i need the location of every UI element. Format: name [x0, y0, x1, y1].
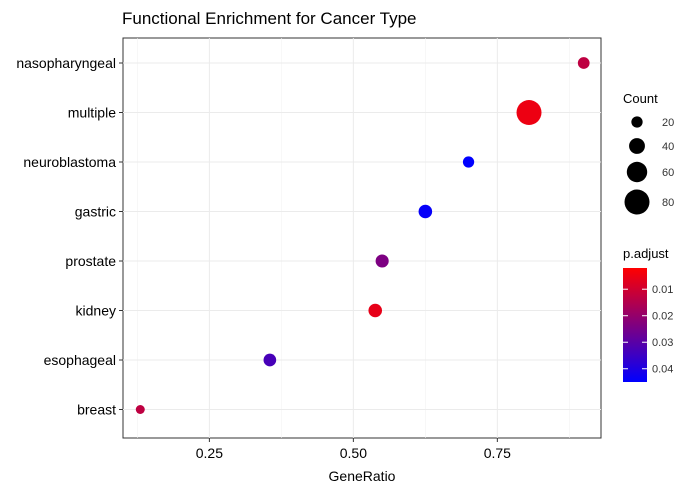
x-tick-label: 0.50 [340, 445, 367, 461]
y-tick-label: esophageal [44, 352, 116, 368]
x-tick-label: 0.75 [484, 445, 511, 461]
y-tick-label: breast [77, 402, 116, 418]
grid-lines [123, 38, 601, 438]
color-legend-label: 0.02 [652, 311, 673, 323]
data-point [375, 254, 389, 268]
color-legend-title: p.adjust [623, 246, 669, 261]
size-legend: 20 40 60 80 [624, 116, 674, 215]
color-legend-bar [623, 268, 647, 382]
data-point [516, 100, 542, 125]
chart-title: Functional Enrichment for Cancer Type [122, 9, 417, 28]
plot-panel [122, 37, 602, 439]
x-tick-label: 0.25 [196, 445, 223, 461]
y-axis-ticks: nasopharyngeal multiple neuroblastoma gastr… [16, 55, 123, 418]
y-tick-label: kidney [76, 303, 116, 319]
y-tick-label: neuroblastoma [23, 154, 116, 170]
color-legend-label: 0.04 [652, 364, 673, 376]
color-legend-label: 0.03 [652, 337, 673, 349]
data-points [135, 57, 590, 414]
size-legend-label: 60 [662, 167, 674, 179]
size-legend-key [629, 138, 645, 154]
y-tick-label: multiple [68, 105, 116, 121]
color-legend: 0.01 0.02 0.03 0.04 [623, 284, 673, 376]
color-legend-label: 0.01 [652, 284, 673, 296]
data-point [368, 303, 383, 318]
data-point [462, 156, 475, 168]
size-legend-key [626, 161, 648, 183]
y-tick-label: nasopharyngeal [16, 55, 116, 71]
data-point [135, 405, 145, 414]
size-legend-label: 20 [662, 117, 674, 129]
data-point [418, 204, 433, 219]
x-axis-ticks: 0.25 0.50 0.75 [196, 438, 511, 461]
size-legend-key [624, 189, 650, 215]
data-point [263, 353, 277, 367]
size-legend-label: 40 [662, 141, 674, 153]
y-tick-label: prostate [65, 253, 116, 269]
size-legend-label: 80 [662, 197, 674, 209]
data-point [577, 57, 590, 69]
size-legend-title: Count [623, 91, 658, 106]
y-tick-label: gastric [75, 204, 116, 220]
x-axis-label: GeneRatio [329, 468, 396, 484]
size-legend-key [631, 116, 643, 128]
